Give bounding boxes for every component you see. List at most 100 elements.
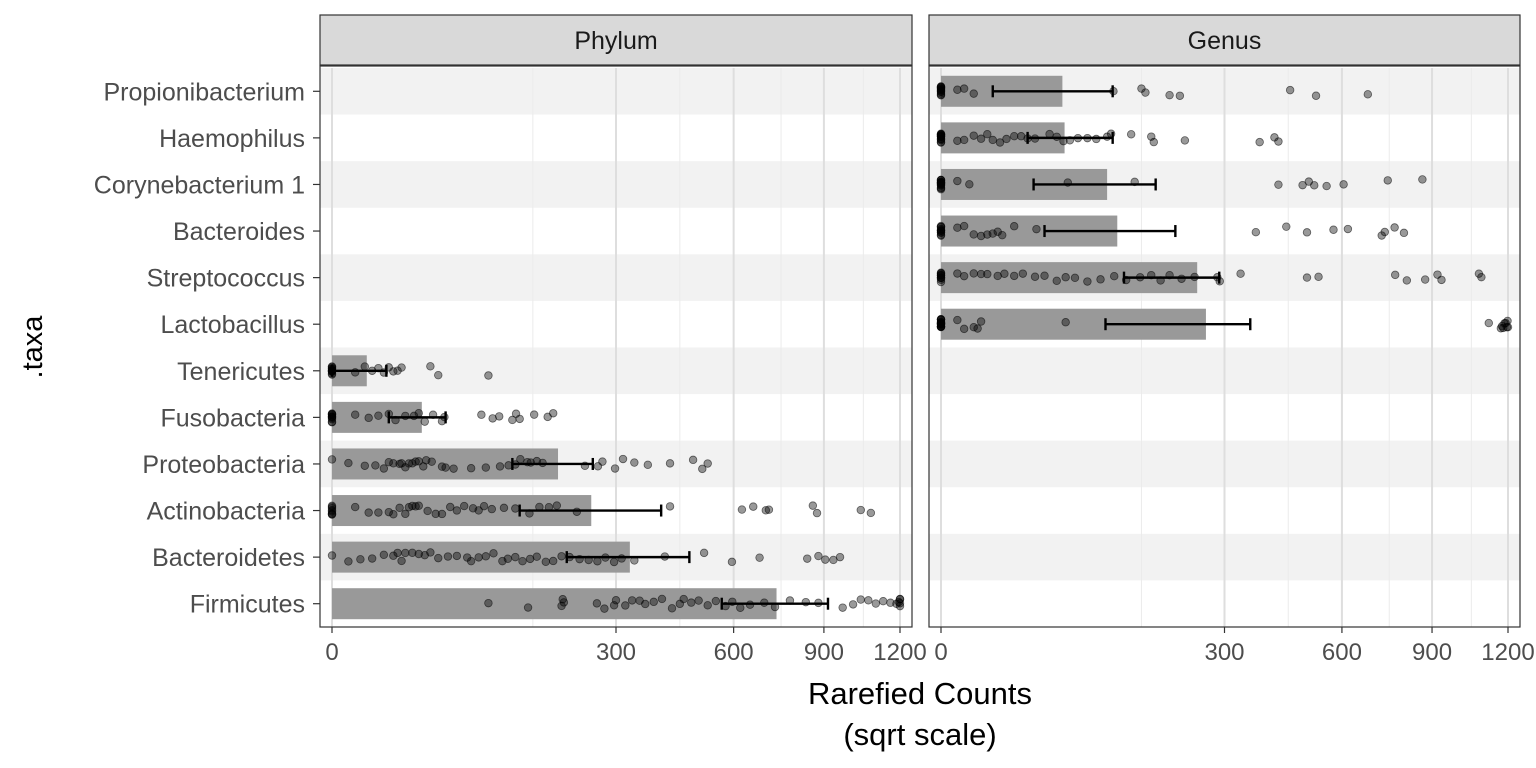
data-point — [474, 553, 483, 562]
data-point — [737, 505, 747, 514]
data-point — [1310, 181, 1319, 190]
data-point — [397, 556, 406, 566]
data-point — [727, 557, 737, 567]
data-point — [441, 463, 450, 472]
data-point — [698, 464, 707, 474]
facet-strip-label: Genus — [1188, 27, 1262, 55]
data-point — [936, 179, 946, 189]
data-point — [1418, 175, 1427, 184]
data-point — [466, 464, 476, 473]
data-point — [1061, 273, 1070, 282]
data-point — [427, 457, 436, 466]
data-point — [1000, 269, 1009, 278]
data-point — [477, 410, 486, 419]
data-point — [374, 411, 383, 420]
data-point — [814, 551, 823, 561]
data-point — [812, 508, 822, 518]
x-axis-title-line1: Rarefied Counts — [808, 676, 1032, 711]
data-point — [408, 548, 417, 558]
data-point — [959, 324, 969, 334]
data-point — [761, 506, 771, 515]
data-point — [572, 507, 582, 516]
data-point — [395, 503, 404, 513]
data-point — [484, 598, 493, 608]
facet-panels: Phylum 0 300 600 900 1200 Genus 0 300 600 900 1200 — [319, 14, 1535, 666]
data-point — [1437, 275, 1446, 285]
data-point — [549, 409, 558, 418]
data-point — [367, 554, 377, 563]
data-point — [959, 271, 969, 281]
data-point — [688, 455, 698, 465]
data-point — [484, 371, 493, 380]
data-point — [936, 228, 946, 237]
data-point — [694, 596, 703, 605]
data-point — [327, 412, 337, 422]
data-point — [936, 319, 946, 328]
bar — [332, 588, 777, 620]
data-point — [1477, 272, 1486, 282]
data-point — [389, 551, 398, 560]
data-point — [350, 410, 360, 419]
data-point — [953, 315, 962, 325]
data-point — [1018, 269, 1028, 278]
data-point — [411, 502, 420, 511]
data-point — [1052, 276, 1061, 285]
data-point — [1390, 270, 1400, 280]
data-point — [621, 601, 630, 610]
data-point — [609, 557, 619, 567]
y-tick-label: Fusobacteria — [160, 404, 305, 432]
data-point — [557, 552, 566, 561]
y-tick-label: Lactobacillus — [160, 311, 305, 339]
data-point — [703, 601, 712, 610]
data-point — [488, 414, 497, 423]
data-point — [446, 502, 455, 512]
data-point — [1009, 132, 1019, 141]
data-point — [1282, 222, 1291, 231]
data-point — [481, 463, 491, 472]
data-point — [1126, 130, 1136, 139]
data-point — [936, 87, 946, 96]
data-point — [848, 600, 858, 609]
data-point — [389, 510, 398, 519]
data-point — [384, 507, 393, 517]
data-point — [1484, 318, 1493, 328]
data-point — [627, 596, 637, 605]
data-point — [414, 501, 423, 510]
data-point — [414, 408, 423, 418]
data-point — [1298, 180, 1307, 190]
data-point — [1009, 271, 1019, 281]
y-tick-label: Tenericutes — [177, 358, 305, 386]
data-point — [426, 548, 435, 557]
data-point — [687, 598, 696, 607]
data-point — [541, 557, 550, 566]
data-point — [1032, 224, 1041, 234]
data-point — [998, 230, 1007, 240]
data-point — [393, 548, 402, 558]
data-point — [610, 464, 620, 473]
x-tick-label: 1200 — [1481, 639, 1534, 666]
data-point — [1236, 269, 1245, 278]
data-point — [749, 502, 758, 511]
data-point — [1380, 227, 1389, 237]
data-point — [878, 597, 888, 606]
data-point — [617, 554, 626, 563]
data-point — [1390, 223, 1399, 232]
data-point — [936, 277, 946, 287]
data-point — [481, 552, 491, 561]
data-point — [936, 268, 946, 278]
data-point — [364, 413, 373, 423]
data-point — [1149, 137, 1158, 147]
data-point — [327, 503, 337, 513]
data-point — [344, 458, 353, 468]
data-point — [976, 134, 986, 143]
data-point — [466, 556, 476, 566]
data-point — [516, 454, 525, 464]
data-point — [1322, 181, 1331, 191]
data-point — [350, 502, 360, 512]
data-point — [360, 362, 369, 371]
data-point — [959, 221, 969, 231]
data-point — [1302, 273, 1312, 282]
data-point — [389, 367, 398, 376]
data-point — [856, 595, 865, 604]
data-point — [976, 269, 986, 279]
